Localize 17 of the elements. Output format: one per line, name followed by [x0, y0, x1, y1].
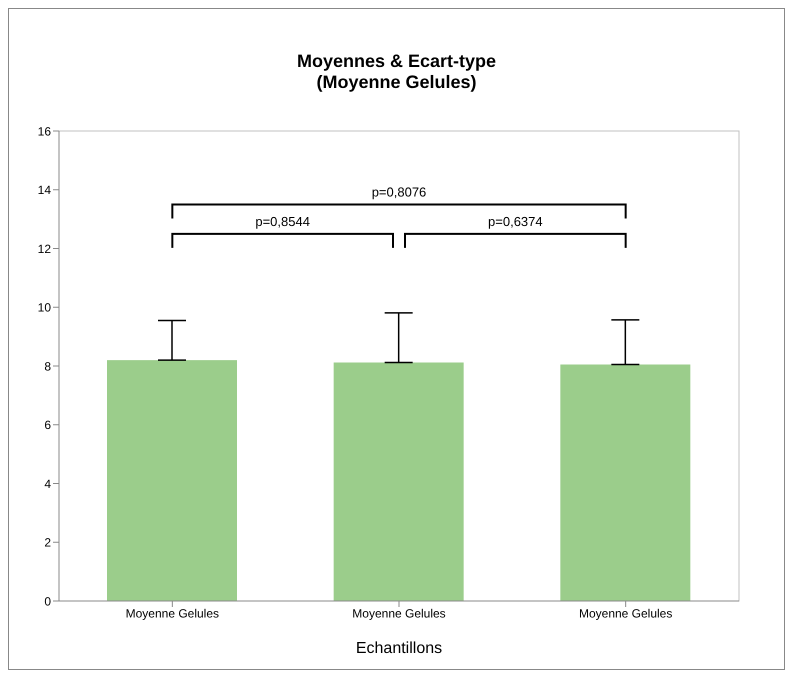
y-tick-label: 16 [38, 124, 52, 138]
x-tick-label: Moyenne Gelules [352, 606, 446, 621]
x-tick-label: Moyenne Gelules [126, 606, 220, 621]
y-tick-label: 8 [44, 359, 52, 374]
y-tick-label: 0 [44, 594, 52, 608]
annotation: p=0,8544 [255, 214, 310, 229]
chart-title: Moyennes & Ecart-type (Moyenne Gelules) [296, 51, 498, 94]
y-tick-label: 6 [44, 418, 52, 432]
y-tick-label: 2 [44, 536, 52, 550]
y-tick-label: 10 [38, 300, 52, 315]
x-tick-label: Moyenne Gelules [578, 606, 672, 621]
annotation: p=0,8076 [372, 184, 426, 200]
x-axis-title: Echantillons [356, 640, 442, 657]
y-tick-label: 14 [38, 183, 52, 198]
y-tick-label: 4 [44, 476, 52, 491]
y-tick-label: 12 [38, 242, 52, 256]
annotation: p=0,6374 [488, 214, 543, 229]
